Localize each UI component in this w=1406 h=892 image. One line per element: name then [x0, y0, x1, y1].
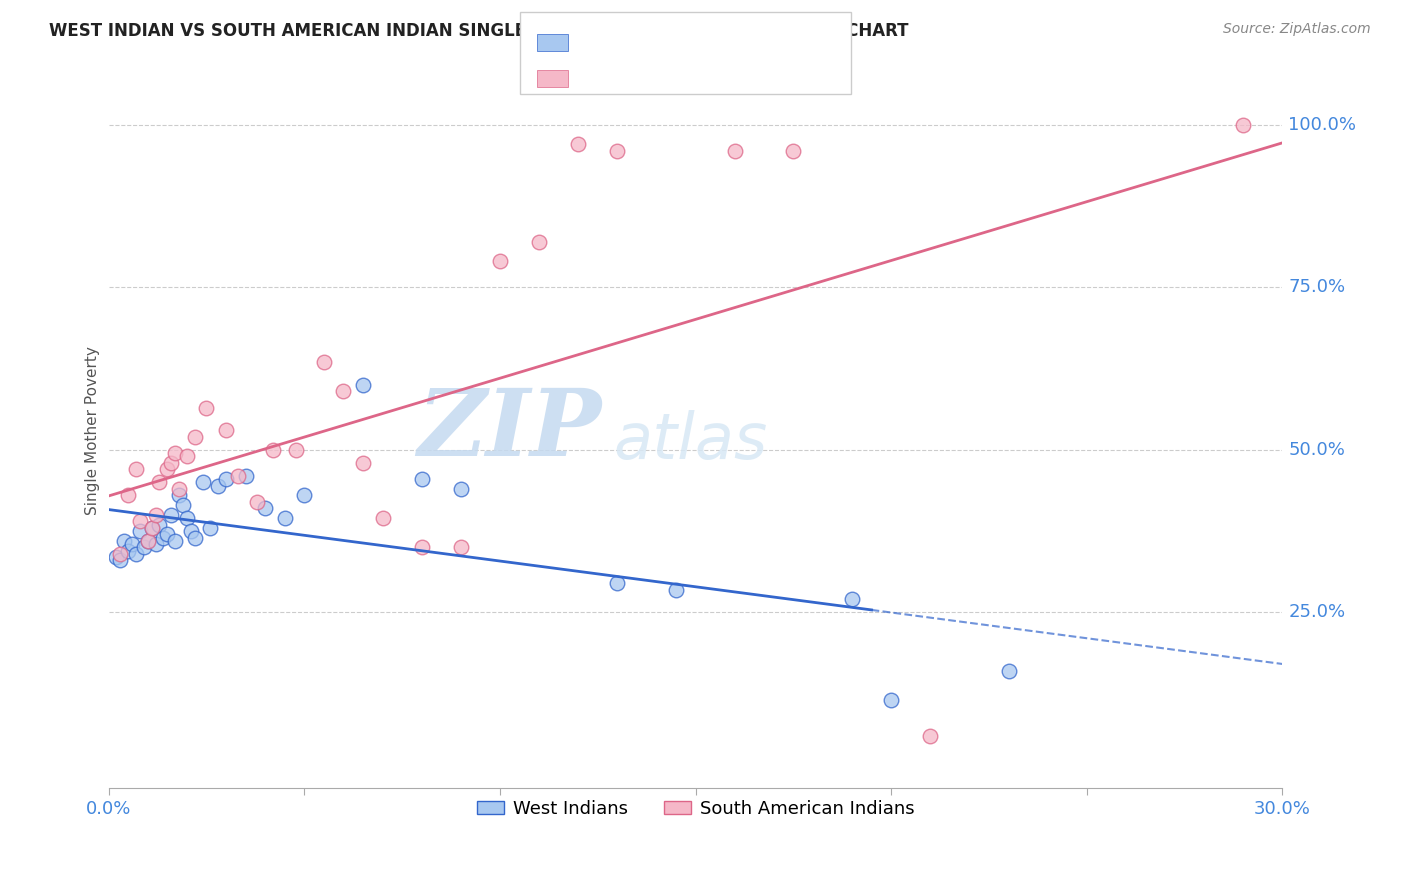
Y-axis label: Single Mother Poverty: Single Mother Poverty [86, 346, 100, 515]
Point [125, 462, 148, 476]
Point [180, 524, 202, 538]
Text: 34: 34 [794, 62, 818, 81]
Point [165, 533, 187, 548]
Text: 37: 37 [794, 27, 818, 45]
Point [606, 576, 628, 591]
Point [254, 501, 277, 516]
Point [167, 482, 190, 496]
Point [450, 541, 472, 555]
Point [145, 537, 167, 551]
Point [262, 442, 284, 457]
Point [226, 469, 249, 483]
Point [312, 355, 335, 369]
Point [215, 424, 238, 438]
Point [782, 144, 804, 158]
Point [371, 511, 394, 525]
Text: ZIP: ZIP [418, 385, 602, 475]
Text: N =: N = [738, 27, 775, 45]
Point [172, 498, 194, 512]
Point [136, 533, 159, 548]
Text: WEST INDIAN VS SOUTH AMERICAN INDIAN SINGLE MOTHER POVERTY CORRELATION CHART: WEST INDIAN VS SOUTH AMERICAN INDIAN SIN… [49, 22, 908, 40]
Point [332, 384, 354, 399]
Point [567, 137, 589, 152]
Text: -0.253: -0.253 [661, 27, 720, 45]
Point [125, 547, 148, 561]
Point [880, 693, 903, 707]
Text: 50.0%: 50.0% [1288, 441, 1346, 458]
Point [352, 456, 374, 470]
Point [920, 729, 942, 743]
Point [246, 495, 269, 509]
Point [292, 488, 315, 502]
Point [156, 462, 179, 476]
Point [156, 527, 179, 541]
Text: 0.416: 0.416 [661, 62, 713, 81]
Point [148, 517, 170, 532]
Text: R =: R = [579, 27, 616, 45]
Point [152, 531, 174, 545]
Point [200, 521, 222, 535]
Point [129, 524, 152, 538]
Point [724, 144, 747, 158]
Text: 25.0%: 25.0% [1288, 603, 1346, 622]
Point [273, 511, 295, 525]
Point [136, 533, 159, 548]
Point [132, 541, 155, 555]
Point [215, 472, 238, 486]
Legend: West Indians, South American Indians: West Indians, South American Indians [470, 793, 922, 825]
Point [117, 543, 139, 558]
Point [141, 521, 163, 535]
Point [105, 550, 128, 565]
Point [606, 144, 628, 158]
Text: N =: N = [738, 62, 775, 81]
Point [665, 582, 688, 597]
Point [207, 478, 229, 492]
Point [160, 456, 183, 470]
Text: Source: ZipAtlas.com: Source: ZipAtlas.com [1223, 22, 1371, 37]
Point [176, 511, 198, 525]
Point [411, 541, 433, 555]
Point [489, 254, 512, 268]
Point [167, 488, 190, 502]
Text: 75.0%: 75.0% [1288, 278, 1346, 296]
Point [527, 235, 550, 249]
Point [183, 430, 205, 444]
Point [148, 475, 170, 490]
Point [110, 547, 132, 561]
Text: 100.0%: 100.0% [1288, 116, 1357, 134]
Point [112, 533, 135, 548]
Text: atlas: atlas [613, 410, 768, 472]
Point [191, 475, 214, 490]
Point [160, 508, 183, 522]
Point [352, 378, 374, 392]
Point [121, 537, 143, 551]
Point [176, 450, 198, 464]
Point [110, 553, 132, 567]
Point [1232, 118, 1254, 132]
Point [165, 446, 187, 460]
Point [235, 469, 257, 483]
Point [195, 401, 218, 415]
Point [450, 482, 472, 496]
Point [141, 521, 163, 535]
Point [997, 664, 1019, 678]
Point [411, 472, 433, 486]
Text: R =: R = [579, 62, 620, 81]
Point [183, 531, 205, 545]
Point [117, 488, 139, 502]
Point [841, 592, 863, 607]
Point [285, 442, 308, 457]
Point [129, 515, 152, 529]
Point [145, 508, 167, 522]
